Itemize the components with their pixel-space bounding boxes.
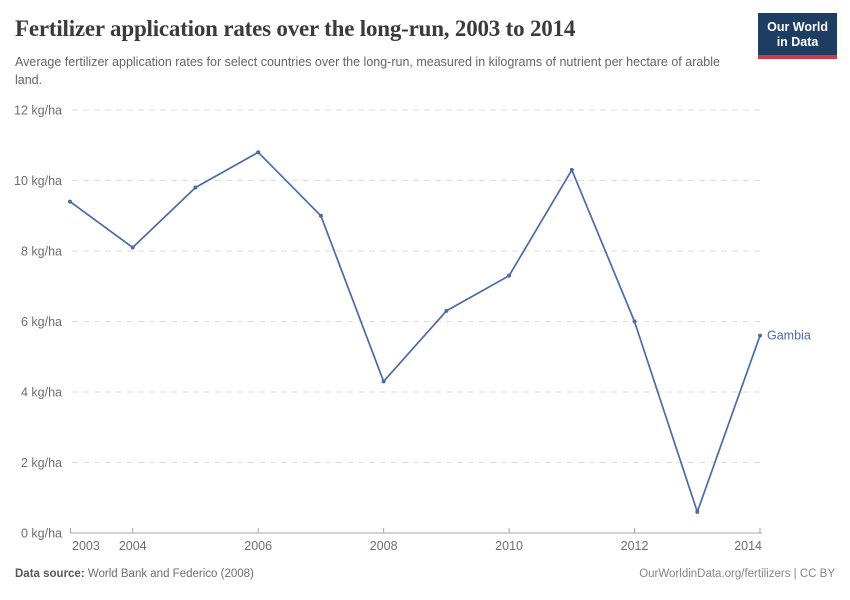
owid-logo[interactable]: Our World in Data bbox=[758, 13, 837, 59]
x-axis-tick-label: 2012 bbox=[621, 539, 649, 553]
y-axis-tick-label: 12 kg/ha bbox=[14, 104, 62, 118]
data-point[interactable] bbox=[569, 167, 574, 172]
owid-logo-line2: in Data bbox=[776, 35, 819, 49]
data-point[interactable] bbox=[444, 308, 449, 313]
x-axis-tick-label: 2010 bbox=[495, 539, 523, 553]
y-axis-tick-label: 10 kg/ha bbox=[14, 174, 62, 188]
data-point[interactable] bbox=[318, 213, 323, 218]
y-axis-tick-label: 2 kg/ha bbox=[21, 456, 62, 470]
data-point[interactable] bbox=[758, 333, 762, 338]
x-axis-tick-label: 2008 bbox=[370, 539, 398, 553]
chart-footer: Data source: World Bank and Federico (20… bbox=[15, 568, 835, 580]
data-point[interactable] bbox=[130, 245, 135, 250]
data-point[interactable] bbox=[256, 150, 261, 155]
owid-logo-line1: Our World bbox=[767, 20, 828, 34]
y-axis-tick-label: 8 kg/ha bbox=[21, 245, 62, 259]
y-axis-tick-label: 6 kg/ha bbox=[21, 315, 62, 329]
data-point[interactable] bbox=[507, 273, 512, 278]
data-point[interactable] bbox=[68, 199, 72, 204]
y-axis-tick-label: 4 kg/ha bbox=[21, 386, 62, 400]
data-point[interactable] bbox=[632, 319, 637, 324]
data-source-value: World Bank and Federico (2008) bbox=[84, 568, 254, 580]
data-source: Data source: World Bank and Federico (20… bbox=[15, 568, 254, 580]
data-line-gambia[interactable] bbox=[69, 151, 761, 513]
chart-subtitle: Average fertilizer application rates for… bbox=[15, 55, 720, 88]
owid-link[interactable]: OurWorldinData.org/fertilizers | CC BY bbox=[639, 568, 835, 580]
x-axis-tick-label: 2006 bbox=[244, 539, 272, 553]
data-source-label: Data source: bbox=[15, 568, 85, 580]
y-axis-tick-label: 0 kg/ha bbox=[21, 527, 62, 541]
data-point[interactable] bbox=[381, 379, 386, 384]
data-point[interactable] bbox=[193, 185, 198, 190]
x-axis-tick-label: 2004 bbox=[119, 539, 147, 553]
data-point[interactable] bbox=[695, 509, 700, 514]
page-title: Fertilizer application rates over the lo… bbox=[15, 16, 576, 41]
series-label-gambia[interactable]: Gambia bbox=[767, 329, 811, 343]
x-axis-tick-label: 2003 bbox=[72, 539, 100, 553]
x-axis-tick-label: 2014 bbox=[734, 539, 762, 553]
